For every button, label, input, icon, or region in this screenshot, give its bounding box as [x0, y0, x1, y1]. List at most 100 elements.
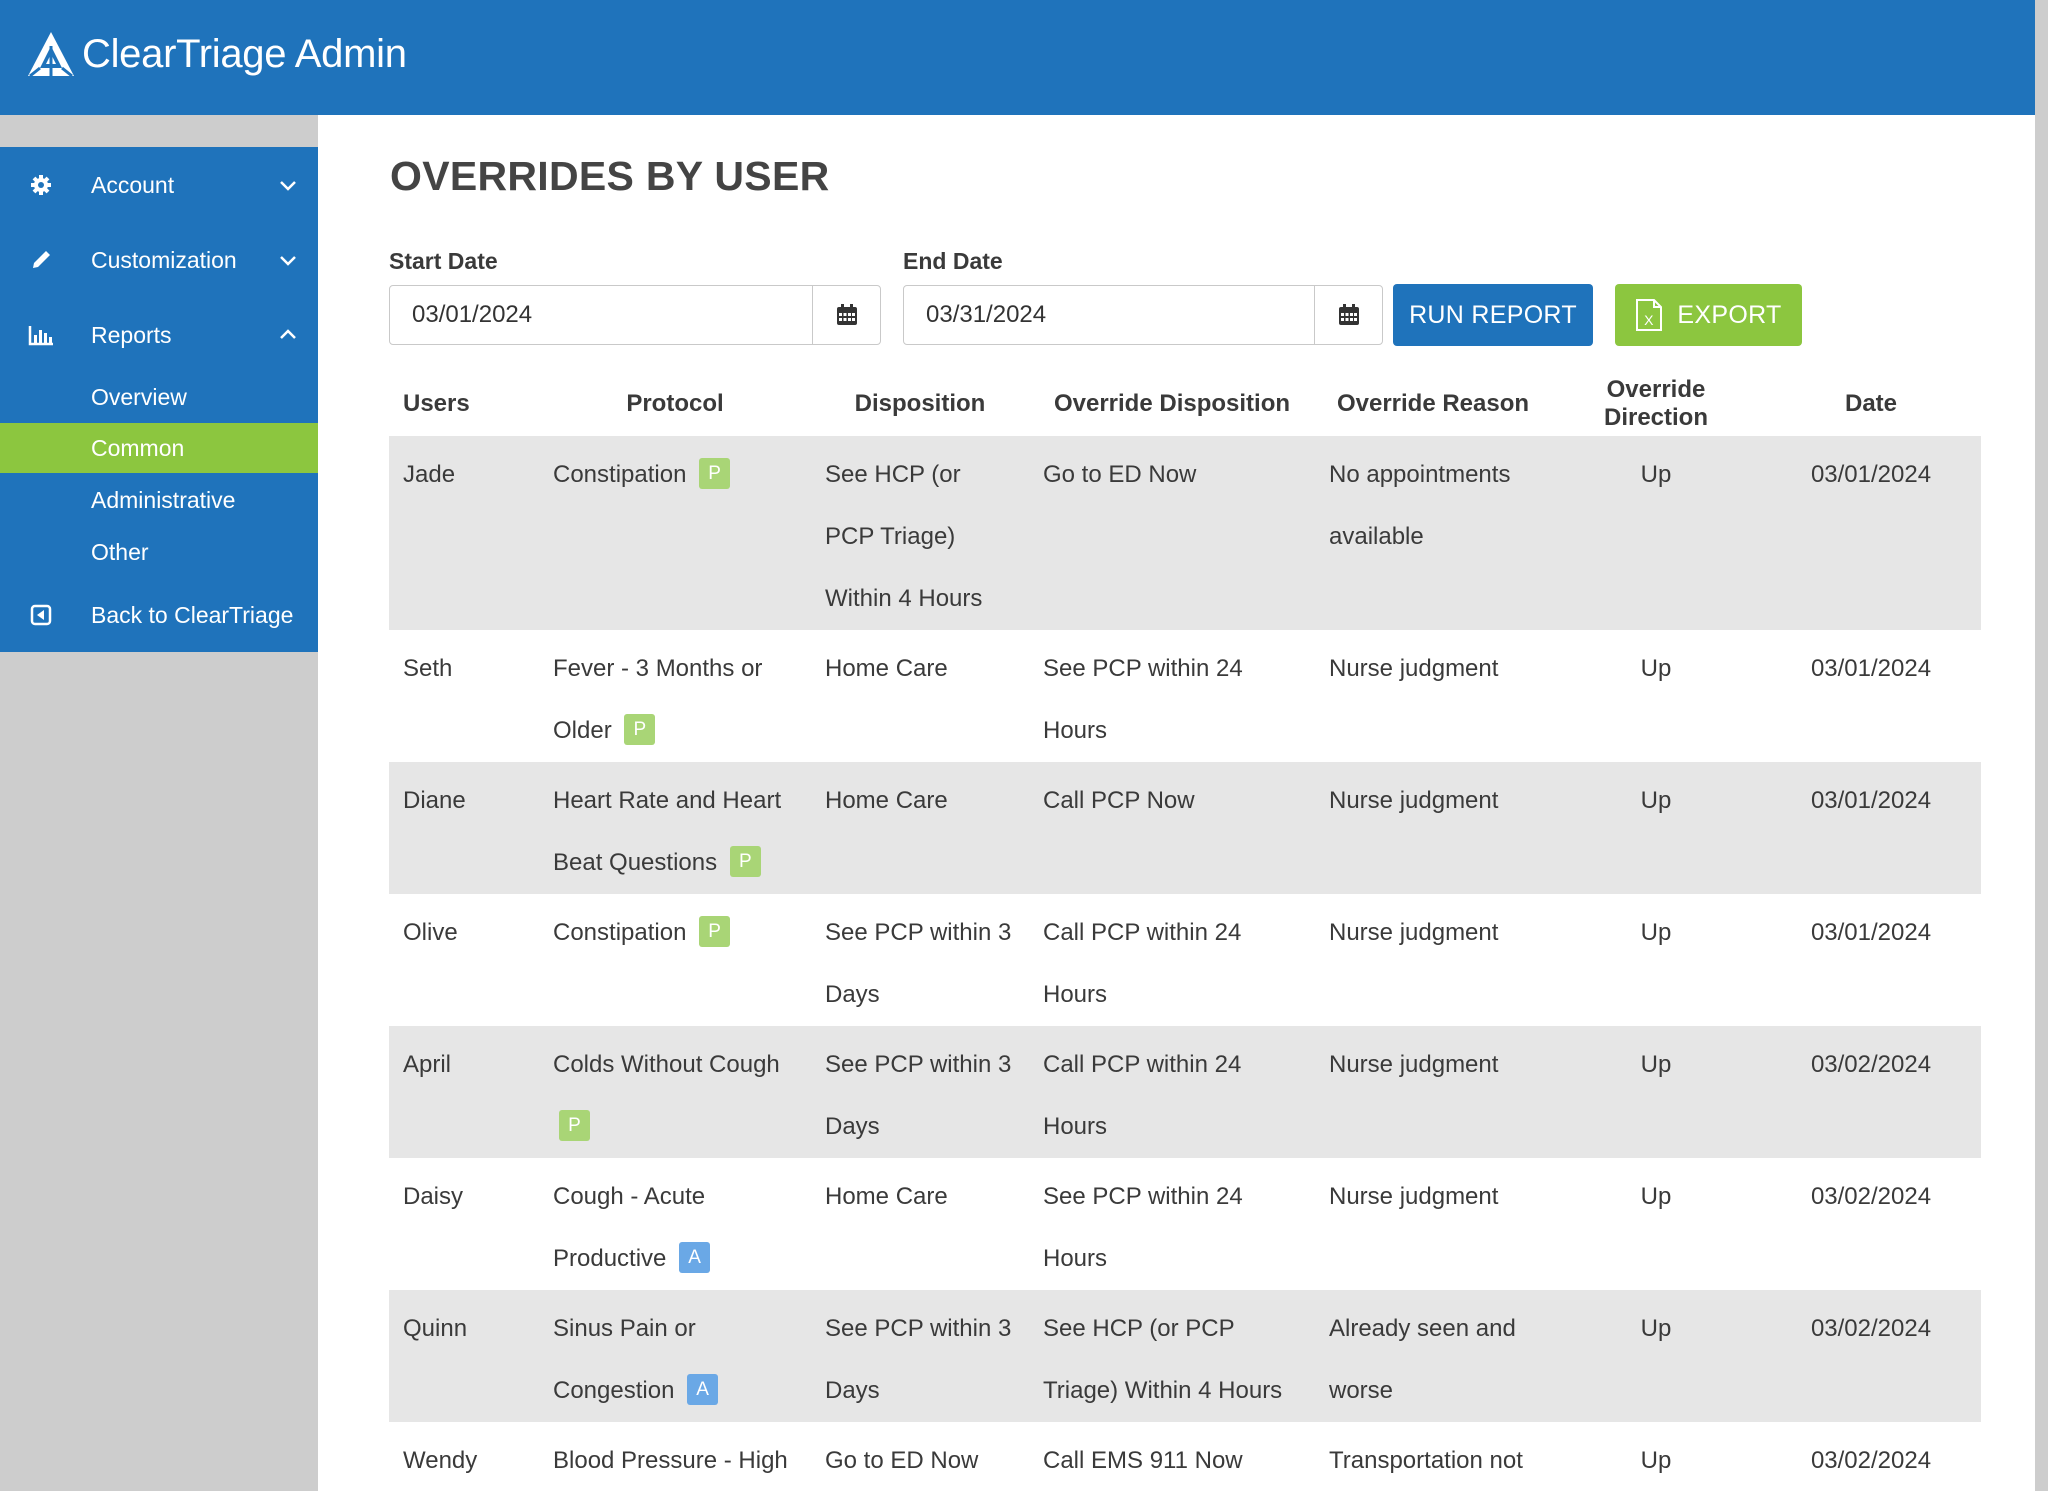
chevron-down-icon: [280, 181, 296, 191]
table-row[interactable]: April Colds Without Cough P See PCP within…: [389, 1026, 1981, 1158]
cell-override-disposition: See PCP within 24 Hours: [1043, 1183, 1243, 1272]
sidebar-item-back[interactable]: Back to ClearTriage: [0, 585, 318, 645]
cell-date: 03/01/2024: [1761, 436, 1981, 630]
end-date-input[interactable]: [904, 286, 1314, 344]
cell-override-disposition: See PCP within 24 Hours: [1043, 655, 1243, 744]
cell-override-reason: Nurse judgment: [1315, 1026, 1551, 1158]
cleartriage-logo-icon: [28, 32, 74, 78]
pencil-icon: [26, 245, 56, 275]
cell-date: 03/02/2024: [1761, 1026, 1981, 1158]
column-header-override-reason[interactable]: Override Reason: [1336, 390, 1530, 417]
sidebar-item-customization[interactable]: Customization: [0, 230, 318, 290]
cell-protocol: Blood Pressure - High A: [539, 1422, 811, 1491]
cell-override-disposition: Call PCP within 24 Hours: [1029, 1026, 1315, 1158]
start-date-label: Start Date: [389, 248, 498, 274]
column-header-protocol[interactable]: Protocol: [626, 390, 724, 417]
app-logo[interactable]: ClearTriage Admin: [26, 30, 407, 78]
protocol-name: Constipation: [553, 461, 687, 488]
cell-protocol: Fever - 3 Months or Older P: [539, 630, 811, 762]
cell-disposition: See HCP (or PCP Triage) Within 4 Hours: [811, 436, 1029, 630]
cell-user: Jade: [389, 436, 539, 630]
sidebar-subitem-overview[interactable]: Overview: [0, 372, 318, 422]
cell-override-disposition: See HCP (or PCP Triage) Within 4 Hours: [1029, 1290, 1315, 1422]
cell-date: 03/01/2024: [1761, 762, 1981, 894]
end-date-label: End Date: [903, 248, 1003, 274]
cell-override-reason: Nurse judgment: [1329, 655, 1499, 682]
sidebar-subitem-label: Administrative: [91, 486, 236, 513]
column-header-date[interactable]: Date: [1844, 390, 1898, 417]
cell-override-disposition: Go to ED Now: [1029, 436, 1315, 630]
protocol-type-badge: P: [699, 916, 731, 948]
cell-disposition: Home Care: [825, 655, 948, 682]
svg-text:X: X: [1645, 312, 1655, 328]
end-date-calendar-button[interactable]: [1314, 286, 1382, 344]
cell-override-reason: Nurse judgment: [1329, 919, 1499, 946]
cell-date: 03/02/2024: [1810, 1183, 1932, 1210]
cell-override-direction: Up: [1640, 919, 1672, 946]
column-header-users[interactable]: Users: [403, 390, 470, 417]
run-report-button[interactable]: RUN REPORT: [1393, 284, 1593, 346]
table-row[interactable]: Seth Fever - 3 Months or Older P Home Care…: [389, 630, 1981, 762]
excel-file-icon: X: [1636, 299, 1663, 331]
start-date-calendar-button[interactable]: [812, 286, 880, 344]
cell-override-direction: Up: [1640, 655, 1672, 682]
back-square-icon: [26, 600, 56, 630]
protocol-type-badge: P: [729, 846, 761, 878]
cell-override-direction: Up: [1551, 1290, 1761, 1422]
protocol-name: Colds Without Cough: [553, 1051, 780, 1078]
cell-override-disposition: Call PCP within 24 Hours: [1043, 919, 1242, 1008]
calendar-icon: [1338, 304, 1359, 325]
top-bar: ClearTriage Admin: [0, 0, 2035, 115]
cell-override-direction: Up: [1640, 1183, 1672, 1210]
cell-override-disposition: Call PCP Now: [1029, 762, 1315, 894]
cell-protocol: Constipation P: [539, 436, 811, 630]
cell-disposition: See PCP within 3 Days: [811, 1026, 1029, 1158]
cell-protocol: Cough - Acute Productive A: [539, 1158, 811, 1290]
cell-disposition: See PCP within 3 Days: [825, 919, 1012, 1008]
table-row[interactable]: Olive Constipation P See PCP within 3 Days…: [389, 894, 1981, 1026]
sidebar-subitem-label: Overview: [91, 383, 187, 410]
sidebar: Account Customization Reports Overview C…: [0, 147, 318, 652]
cell-user: Seth: [403, 655, 453, 682]
sidebar-subitem-other[interactable]: Other: [0, 527, 318, 577]
cell-date: 03/02/2024: [1810, 1447, 1932, 1474]
sidebar-item-label: Customization: [91, 246, 237, 273]
export-button[interactable]: X EXPORT: [1615, 284, 1802, 346]
cell-user: April: [389, 1026, 539, 1158]
cell-user: Daisy: [403, 1183, 464, 1210]
page-title: OVERRIDES BY USER: [390, 153, 830, 199]
sidebar-subitem-common[interactable]: Common: [0, 423, 318, 473]
protocol-type-badge: A: [687, 1374, 719, 1406]
cell-protocol: Sinus Pain or Congestion A: [539, 1290, 811, 1422]
column-header-override-direction[interactable]: Override Direction: [1603, 376, 1708, 431]
app-title: ClearTriage Admin: [82, 31, 407, 76]
sidebar-item-reports[interactable]: Reports: [0, 305, 318, 365]
chevron-down-icon: [280, 256, 296, 266]
cell-disposition: See PCP within 3 Days: [811, 1290, 1029, 1422]
end-date-field: [903, 285, 1383, 345]
column-header-disposition[interactable]: Disposition: [854, 390, 986, 417]
sidebar-subitem-label: Common: [91, 434, 185, 461]
bar-chart-icon: [26, 320, 56, 350]
table-header-row: Users Protocol Disposition Override Disp…: [389, 372, 1981, 436]
cell-user: Diane: [389, 762, 539, 894]
table-row[interactable]: Diane Heart Rate and Heart Beat Questions…: [389, 762, 1981, 894]
cell-user: Quinn: [389, 1290, 539, 1422]
table-row[interactable]: Quinn Sinus Pain or Congestion A See PCP w…: [389, 1290, 1981, 1422]
protocol-type-badge: P: [699, 458, 731, 490]
column-header-override-disposition[interactable]: Override Disposition: [1053, 390, 1291, 417]
sidebar-item-account[interactable]: Account: [0, 155, 318, 215]
protocol-type-badge: A: [679, 1242, 711, 1274]
table-row[interactable]: Wendy Blood Pressure - High A Go to ED Now…: [389, 1422, 1981, 1491]
cell-override-direction: Up: [1551, 762, 1761, 894]
start-date-input[interactable]: [390, 286, 812, 344]
sidebar-subitem-administrative[interactable]: Administrative: [0, 475, 318, 525]
cell-override-reason: No appointments available: [1315, 436, 1551, 630]
start-date-field: [389, 285, 881, 345]
table-body: Jade Constipation P See HCP (or PCP Triage…: [389, 436, 1981, 1491]
cell-override-direction: Up: [1551, 436, 1761, 630]
table-row[interactable]: Jade Constipation P See HCP (or PCP Triage…: [389, 436, 1981, 630]
table-row[interactable]: Daisy Cough - Acute Productive A Home Care…: [389, 1158, 1981, 1290]
protocol-name: Sinus Pain or Congestion: [553, 1315, 696, 1404]
cell-disposition: Home Care: [825, 1183, 948, 1210]
